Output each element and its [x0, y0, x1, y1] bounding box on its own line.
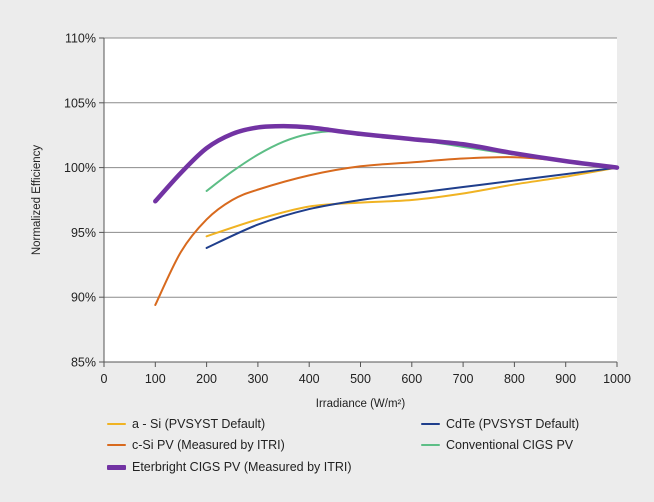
- legend-label: CdTe (PVSYST Default): [446, 417, 580, 431]
- series-c-si-line: [154, 156, 618, 306]
- series-eterbright-cigs-line: [153, 123, 620, 204]
- legend-swatch: [107, 444, 126, 446]
- legend-item: a - Si (PVSYST Default): [107, 417, 265, 431]
- series-cdte-line: [205, 166, 618, 249]
- legend-label: c-Si PV (Measured by ITRI): [132, 438, 285, 452]
- legend-swatch: [107, 423, 126, 425]
- x-tick-label: 600: [401, 372, 422, 386]
- legend-item: CdTe (PVSYST Default): [421, 417, 579, 431]
- legend-label: Conventional CIGS PV: [446, 438, 574, 452]
- y-tick-label: 85%: [71, 356, 96, 370]
- x-tick-label: 100: [145, 372, 166, 386]
- legend-label: a - Si (PVSYST Default): [132, 417, 266, 431]
- legend-swatch: [421, 423, 440, 425]
- x-tick-label: 800: [504, 372, 525, 386]
- x-tick-label: 500: [350, 372, 371, 386]
- y-axis-label: Normalized Efficiency: [31, 145, 43, 256]
- series-lines: [153, 123, 620, 306]
- x-tick-label: 700: [453, 372, 474, 386]
- y-tick-label: 100%: [64, 161, 96, 175]
- legend-item: Conventional CIGS PV: [421, 438, 573, 452]
- x-tick-label: 1000: [603, 372, 631, 386]
- x-tick-label: 0: [101, 372, 108, 386]
- y-tick-label: 90%: [71, 291, 96, 305]
- series-a-si-line: [205, 166, 618, 238]
- x-tick-label: 400: [299, 372, 320, 386]
- y-tick-label: 95%: [71, 226, 96, 240]
- legend-swatch: [421, 444, 440, 446]
- x-tick-label: 900: [555, 372, 576, 386]
- legend-item: c-Si PV (Measured by ITRI): [107, 438, 285, 452]
- axes: 85% 90% 95% 100% 105% 110% 0 100 200 300 400 500 600…: [64, 32, 631, 387]
- y-tick-label: 105%: [64, 96, 96, 110]
- y-tick-label: 110%: [65, 32, 96, 46]
- x-tick-label: 200: [196, 372, 217, 386]
- legend-swatch: [107, 464, 126, 470]
- legend-item: Eterbright CIGS PV (Measured by ITRI): [107, 460, 352, 474]
- x-tick-label: 300: [247, 372, 268, 386]
- x-axis-label: Irradiance (W/m²): [316, 398, 406, 410]
- legend-label: Eterbright CIGS PV (Measured by ITRI): [132, 460, 352, 474]
